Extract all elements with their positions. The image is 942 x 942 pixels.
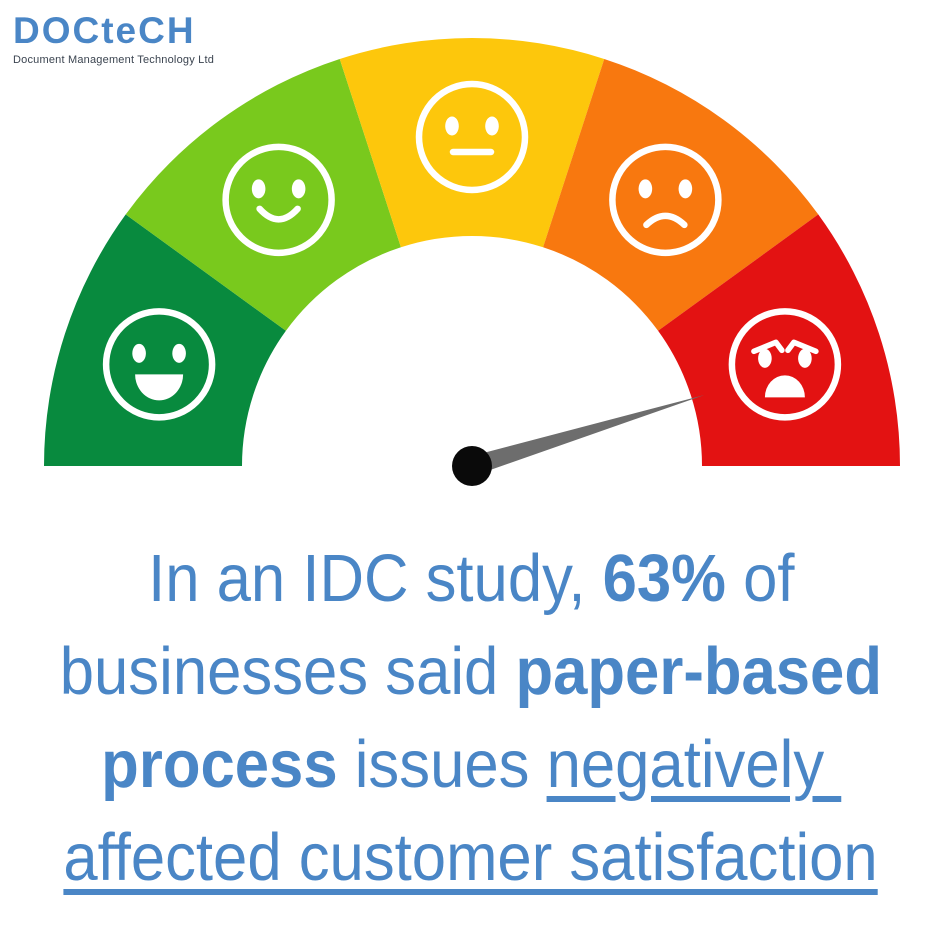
statement-segment: 63% <box>602 541 726 616</box>
gauge-segment-neutral <box>339 38 605 248</box>
angry-face-icon <box>728 308 842 421</box>
satisfaction-gauge-icon <box>44 38 900 486</box>
statement-segment: negatively <box>546 727 842 802</box>
statement-segment: In an IDC study, <box>147 541 603 616</box>
statement-line-1: In an IDC study, 63% of <box>0 532 942 625</box>
gauge-segment-very-happy <box>44 214 286 466</box>
gauge-needle <box>463 394 705 478</box>
happy-face-icon <box>222 143 335 257</box>
statement-segment: process <box>100 727 338 802</box>
statement-segment: paper-based <box>515 634 883 709</box>
statement-segment: issues <box>337 727 547 802</box>
statement-segment: of <box>725 541 795 616</box>
statement-line-2: businesses said paper-based <box>0 625 942 718</box>
logo-wordmark: DOCteCH <box>13 10 196 51</box>
gauge-segment-angry <box>658 214 900 466</box>
statement-line-4: affected customer satisfaction <box>0 811 942 904</box>
statement-text: In an IDC study, 63% of businesses said p… <box>0 532 942 904</box>
needle-hub <box>452 446 492 486</box>
very-happy-face-icon <box>102 308 216 421</box>
statement-segment: businesses said <box>59 634 516 709</box>
logo-subtitle: Document Management Technology Ltd <box>13 54 215 66</box>
sad-face-icon <box>609 143 722 257</box>
statement-segment: affected customer satisfaction <box>63 820 879 895</box>
neutral-face-icon <box>415 80 529 194</box>
doctech-logo: DOCteCH Document Management Technology L… <box>13 12 214 66</box>
statement-line-3: process issues negatively <box>0 718 942 811</box>
